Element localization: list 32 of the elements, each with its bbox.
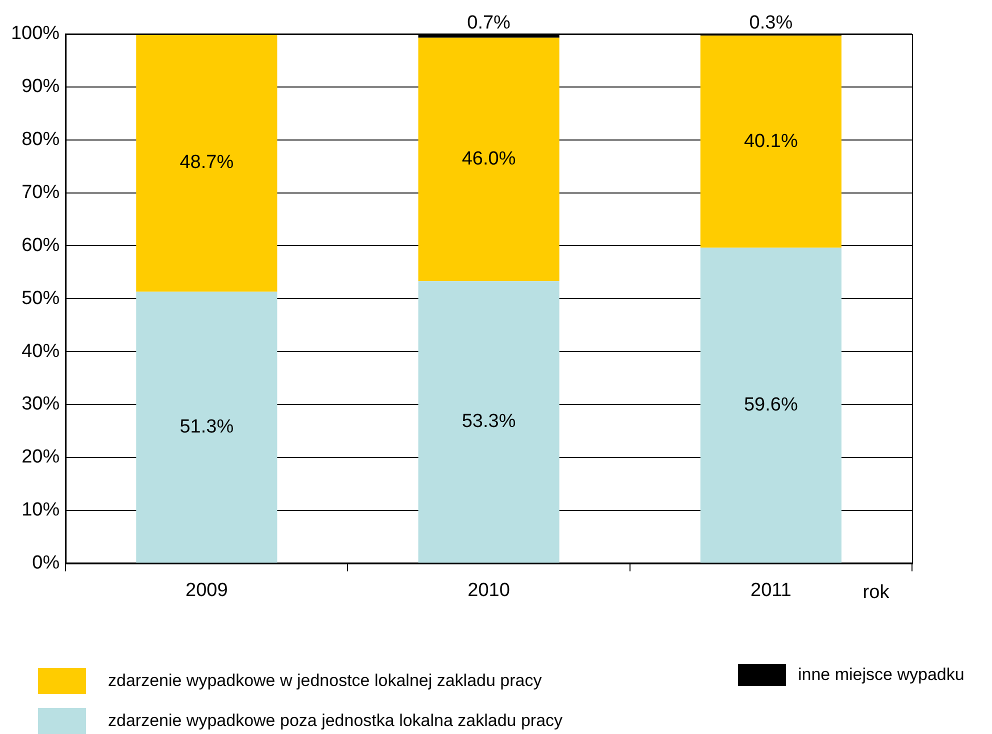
legend-label: inne miejsce wypadku (798, 665, 964, 685)
data-label: 53.3% (462, 411, 516, 432)
bar (418, 38, 560, 282)
data-label: 48.7% (180, 152, 234, 174)
y-tick-label: 90% (22, 76, 60, 98)
bar (700, 248, 842, 563)
x-tick-label: 2011 (750, 580, 792, 601)
legend-label: zdarzenie wypadkowe w jednostce lokalnej zakladu pracy (108, 671, 542, 691)
bar (136, 34, 278, 292)
data-label: 59.6% (744, 394, 798, 416)
x-tick-label: 2010 (468, 580, 510, 601)
bar (418, 281, 560, 563)
data-label: 0.3% (749, 12, 793, 34)
y-tick-label: 30% (22, 394, 60, 415)
y-tick-label: 10% (22, 500, 60, 521)
y-tick-label: 0% (32, 552, 60, 574)
legend-label: zdarzenie wypadkowe poza jednostka lokalna zakladu pracy (108, 711, 563, 731)
data-label: 51.3% (180, 416, 234, 438)
data-label: 40.1% (744, 130, 798, 152)
y-tick-label: 70% (22, 182, 60, 203)
y-tick-label: 20% (22, 446, 60, 468)
y-tick-label: 60% (22, 234, 60, 256)
y-tick-label: 80% (22, 129, 60, 150)
data-label: 46.0% (462, 148, 516, 170)
y-tick-label: 40% (22, 340, 60, 362)
x-axis-title: rok (862, 582, 890, 603)
bar (136, 292, 278, 563)
y-tick-label: 50% (22, 288, 60, 309)
y-tick-label: 100% (10, 23, 60, 44)
data-label: 0.7% (467, 12, 511, 34)
x-tick-label: 2009 (186, 580, 228, 601)
bar (700, 36, 842, 248)
